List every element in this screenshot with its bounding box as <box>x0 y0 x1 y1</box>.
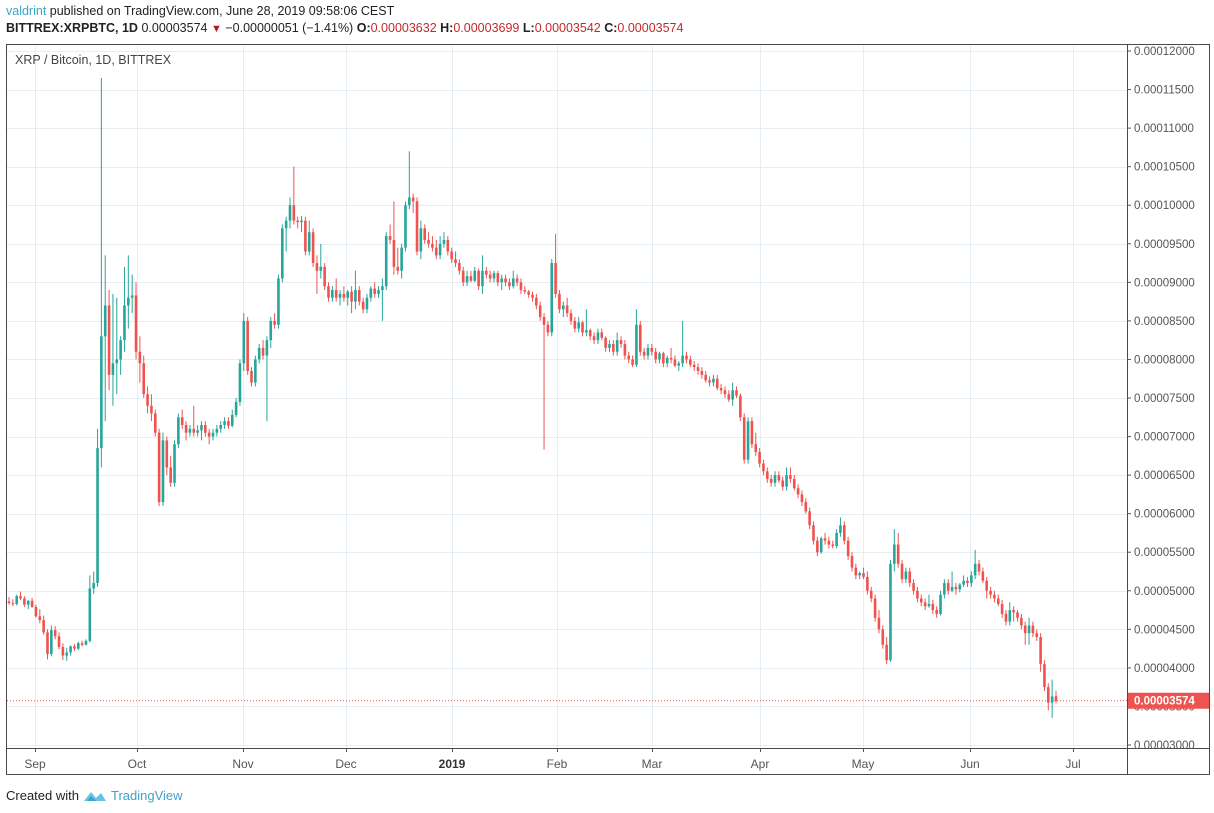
price-tick-label: 0.00004000 <box>1134 663 1195 675</box>
time-tick-label: Sep <box>24 757 46 771</box>
time-tick-label: Nov <box>232 757 253 771</box>
footer: Created with TradingView <box>6 788 183 803</box>
price-tick-label: 0.00005500 <box>1134 547 1195 559</box>
price-tick-label: 0.00006000 <box>1134 509 1195 521</box>
last-price: 0.00003574 <box>141 21 208 35</box>
price-tick-label: 0.00009500 <box>1134 239 1195 251</box>
published-text: published on TradingView.com, June 28, 2… <box>46 4 395 18</box>
time-axis[interactable]: Sep Oct Nov Dec 2019 Feb Mar Apr May Jun Jul <box>24 748 1081 771</box>
low-label: L: <box>522 21 535 35</box>
publish-info: valdrint published on TradingView.com, J… <box>6 4 394 18</box>
price-tick-label: 0.00008000 <box>1134 354 1195 366</box>
open-value: 0.00003632 <box>370 21 437 35</box>
chart-frame <box>6 44 1210 775</box>
price-tick-label: 0.00004500 <box>1134 624 1195 636</box>
time-tick-label: Jun <box>960 757 979 771</box>
tradingview-link[interactable]: TradingView <box>110 788 183 803</box>
candles <box>7 77 1058 719</box>
chart-legend-title: XRP / Bitcoin, 1D, BITTREX <box>15 53 172 67</box>
open-label: O: <box>356 21 371 35</box>
price-tick-label: 0.00011000 <box>1134 123 1194 135</box>
price-tick-label: 0.00010500 <box>1134 162 1195 174</box>
price-tick-label: 0.00008500 <box>1134 316 1195 328</box>
price-tick-label: 0.00003000 <box>1134 740 1195 752</box>
grid <box>7 45 1127 748</box>
low-value: 0.00003542 <box>534 21 601 35</box>
price-tick-label: 0.00011500 <box>1134 85 1194 97</box>
time-tick-label: Apr <box>751 757 770 771</box>
high-label: H: <box>440 21 454 35</box>
created-with-text: Created with <box>6 788 79 803</box>
price-tick-label: 0.00007500 <box>1134 393 1195 405</box>
last-price-tag <box>1128 692 1209 709</box>
price-tick-label: 0.00012000 <box>1134 46 1195 58</box>
symbol-info-bar: BITTREX:XRPBTC, 1D 0.00003574 ▼ −0.00000… <box>6 21 683 35</box>
high-value: 0.00003699 <box>453 21 520 35</box>
triangle-down-icon: ▼ <box>210 23 222 35</box>
price-tick-label: 0.00010000 <box>1134 200 1195 212</box>
price-tick-label: 0.00005000 <box>1134 586 1195 598</box>
time-tick-label: Mar <box>642 757 663 771</box>
price-tick-label: 0.00006500 <box>1134 470 1195 482</box>
time-tick-label: Jul <box>1065 757 1080 771</box>
price-tick-label: 0.00009000 <box>1134 277 1195 289</box>
close-value: 0.00003574 <box>617 21 684 35</box>
close-label: C: <box>604 21 618 35</box>
time-tick-label: 2019 <box>439 757 466 771</box>
time-tick-label: Feb <box>547 757 568 771</box>
publisher-link[interactable]: valdrint <box>6 4 47 18</box>
symbol-label: BITTREX:XRPBTC, 1D <box>6 21 138 35</box>
price-tick-label: 0.00007000 <box>1134 432 1195 444</box>
price-change: −0.00000051 (−1.41%) <box>225 21 354 35</box>
tradingview-logo-icon <box>83 791 106 801</box>
time-tick-label: Dec <box>335 757 356 771</box>
time-tick-label: Oct <box>128 757 147 771</box>
last-price-tag-label: 0.00003574 <box>1134 696 1195 708</box>
time-tick-label: May <box>852 757 875 771</box>
price-axis[interactable]: 0.00012000 0.00011500 0.00011000 0.00010500… <box>1127 46 1209 752</box>
